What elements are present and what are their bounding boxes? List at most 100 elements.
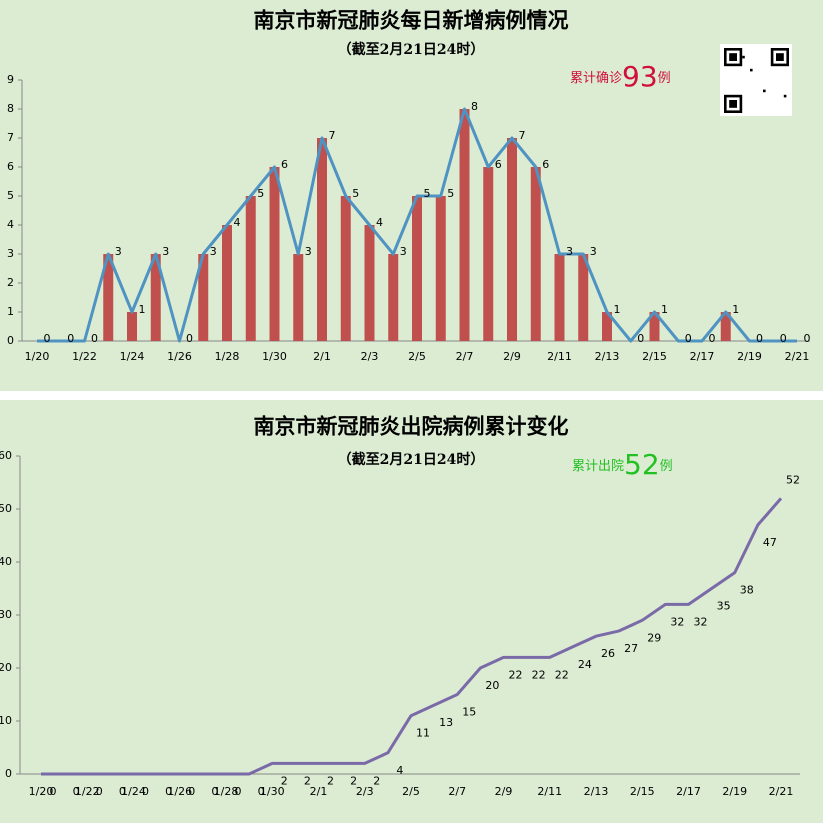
- bar: [554, 254, 565, 341]
- data-label: 1: [139, 303, 146, 316]
- data-label: 4: [396, 764, 403, 777]
- x-tick-label: 2/11: [547, 350, 572, 363]
- x-tick-label: 2/19: [722, 785, 747, 798]
- data-label: 3: [590, 245, 597, 258]
- data-label: 5: [257, 187, 264, 200]
- bar: [459, 109, 470, 341]
- annotation-value: 52: [624, 448, 660, 481]
- qr-cell: [750, 68, 753, 72]
- annotation-suffix: 例: [660, 459, 673, 474]
- y-tick-label: 20: [0, 661, 12, 674]
- bar: [317, 138, 327, 341]
- data-label: 4: [376, 216, 383, 229]
- x-tick-label: 2/7: [456, 350, 474, 363]
- x-tick-label: 1/30: [262, 350, 287, 363]
- bar: [103, 254, 114, 341]
- data-label: 0: [186, 332, 193, 345]
- y-tick-label: 30: [0, 608, 12, 621]
- data-label: 2: [304, 774, 311, 787]
- data-label: 3: [305, 245, 312, 258]
- data-label: 0: [685, 332, 692, 345]
- data-label: 0: [211, 785, 218, 798]
- data-label: 3: [210, 245, 217, 258]
- x-tick-label: 2/11: [537, 785, 562, 798]
- data-label: 29: [647, 631, 661, 644]
- x-tick-label: 2/9: [495, 785, 513, 798]
- bar: [364, 225, 375, 341]
- data-label: 0: [96, 785, 103, 798]
- qr-finder: [729, 100, 737, 108]
- y-tick-label: 7: [7, 131, 14, 144]
- annotation-prefix: 累计出院: [572, 459, 624, 474]
- annotation: 累计出院52例: [572, 448, 673, 481]
- bar: [340, 196, 351, 341]
- chart-subtitle: （截至2月21日24时）: [338, 41, 485, 58]
- x-tick-label: 1/22: [75, 785, 100, 798]
- data-label: 0: [780, 332, 787, 345]
- bar: [222, 225, 232, 341]
- x-tick-label: 2/15: [630, 785, 655, 798]
- bar: [507, 138, 517, 341]
- chart-title: 南京市新冠肺炎出院病例累计变化: [254, 414, 569, 439]
- bar: [483, 167, 494, 341]
- data-label: 0: [188, 785, 195, 798]
- data-label: 47: [763, 536, 777, 549]
- bar: [412, 196, 422, 341]
- data-label: 2: [373, 774, 380, 787]
- y-tick-label: 0: [5, 767, 12, 780]
- data-label: 15: [462, 706, 476, 719]
- x-tick-label: 2/9: [503, 350, 521, 363]
- y-tick-label: 8: [7, 102, 14, 115]
- x-tick-label: 1/20: [25, 350, 50, 363]
- line: [41, 497, 783, 776]
- line: [37, 107, 797, 343]
- data-label: 35: [717, 600, 731, 613]
- x-tick-label: 2/5: [408, 350, 426, 363]
- data-label: 1: [661, 303, 668, 316]
- data-label: 0: [804, 332, 811, 345]
- y-tick-label: 9: [7, 73, 14, 86]
- data-label: 0: [637, 332, 644, 345]
- data-label: 7: [519, 129, 526, 142]
- data-label: 0: [235, 785, 242, 798]
- x-tick-label: 2/21: [785, 350, 810, 363]
- data-label: 7: [329, 129, 336, 142]
- bar: [388, 254, 399, 341]
- annotation-suffix: 例: [658, 71, 671, 86]
- x-tick-label: 1/30: [260, 785, 285, 798]
- annotation-prefix: 累计确诊: [570, 71, 622, 86]
- y-tick-label: 50: [0, 502, 12, 515]
- qr-finder: [776, 53, 784, 61]
- bar: [530, 167, 541, 341]
- x-tick-label: 1/20: [29, 785, 54, 798]
- data-label: 22: [532, 668, 546, 681]
- data-label: 26: [601, 647, 615, 660]
- data-label: 0: [50, 785, 57, 798]
- bar: [150, 254, 161, 341]
- bar: [720, 312, 731, 341]
- qr-cell: [783, 94, 787, 98]
- data-label: 0: [756, 332, 763, 345]
- panel: [0, 400, 823, 823]
- data-label: 6: [495, 158, 502, 171]
- x-tick-label: 2/5: [402, 785, 420, 798]
- x-tick-label: 2/7: [448, 785, 466, 798]
- data-label: 2: [350, 774, 357, 787]
- bar: [293, 254, 304, 341]
- x-tick-label: 2/15: [642, 350, 667, 363]
- data-label: 22: [555, 668, 569, 681]
- data-label: 0: [67, 332, 74, 345]
- x-tick-label: 1/22: [72, 350, 97, 363]
- x-tick-label: 2/13: [595, 350, 620, 363]
- bar: [435, 196, 446, 341]
- y-tick-label: 40: [0, 555, 12, 568]
- data-label: 0: [709, 332, 716, 345]
- y-tick-label: 10: [0, 714, 12, 727]
- data-label: 6: [542, 158, 549, 171]
- x-tick-label: 1/24: [121, 785, 146, 798]
- x-tick-label: 2/3: [361, 350, 379, 363]
- bar: [127, 312, 137, 341]
- x-tick-label: 2/17: [676, 785, 701, 798]
- data-label: 2: [281, 774, 288, 787]
